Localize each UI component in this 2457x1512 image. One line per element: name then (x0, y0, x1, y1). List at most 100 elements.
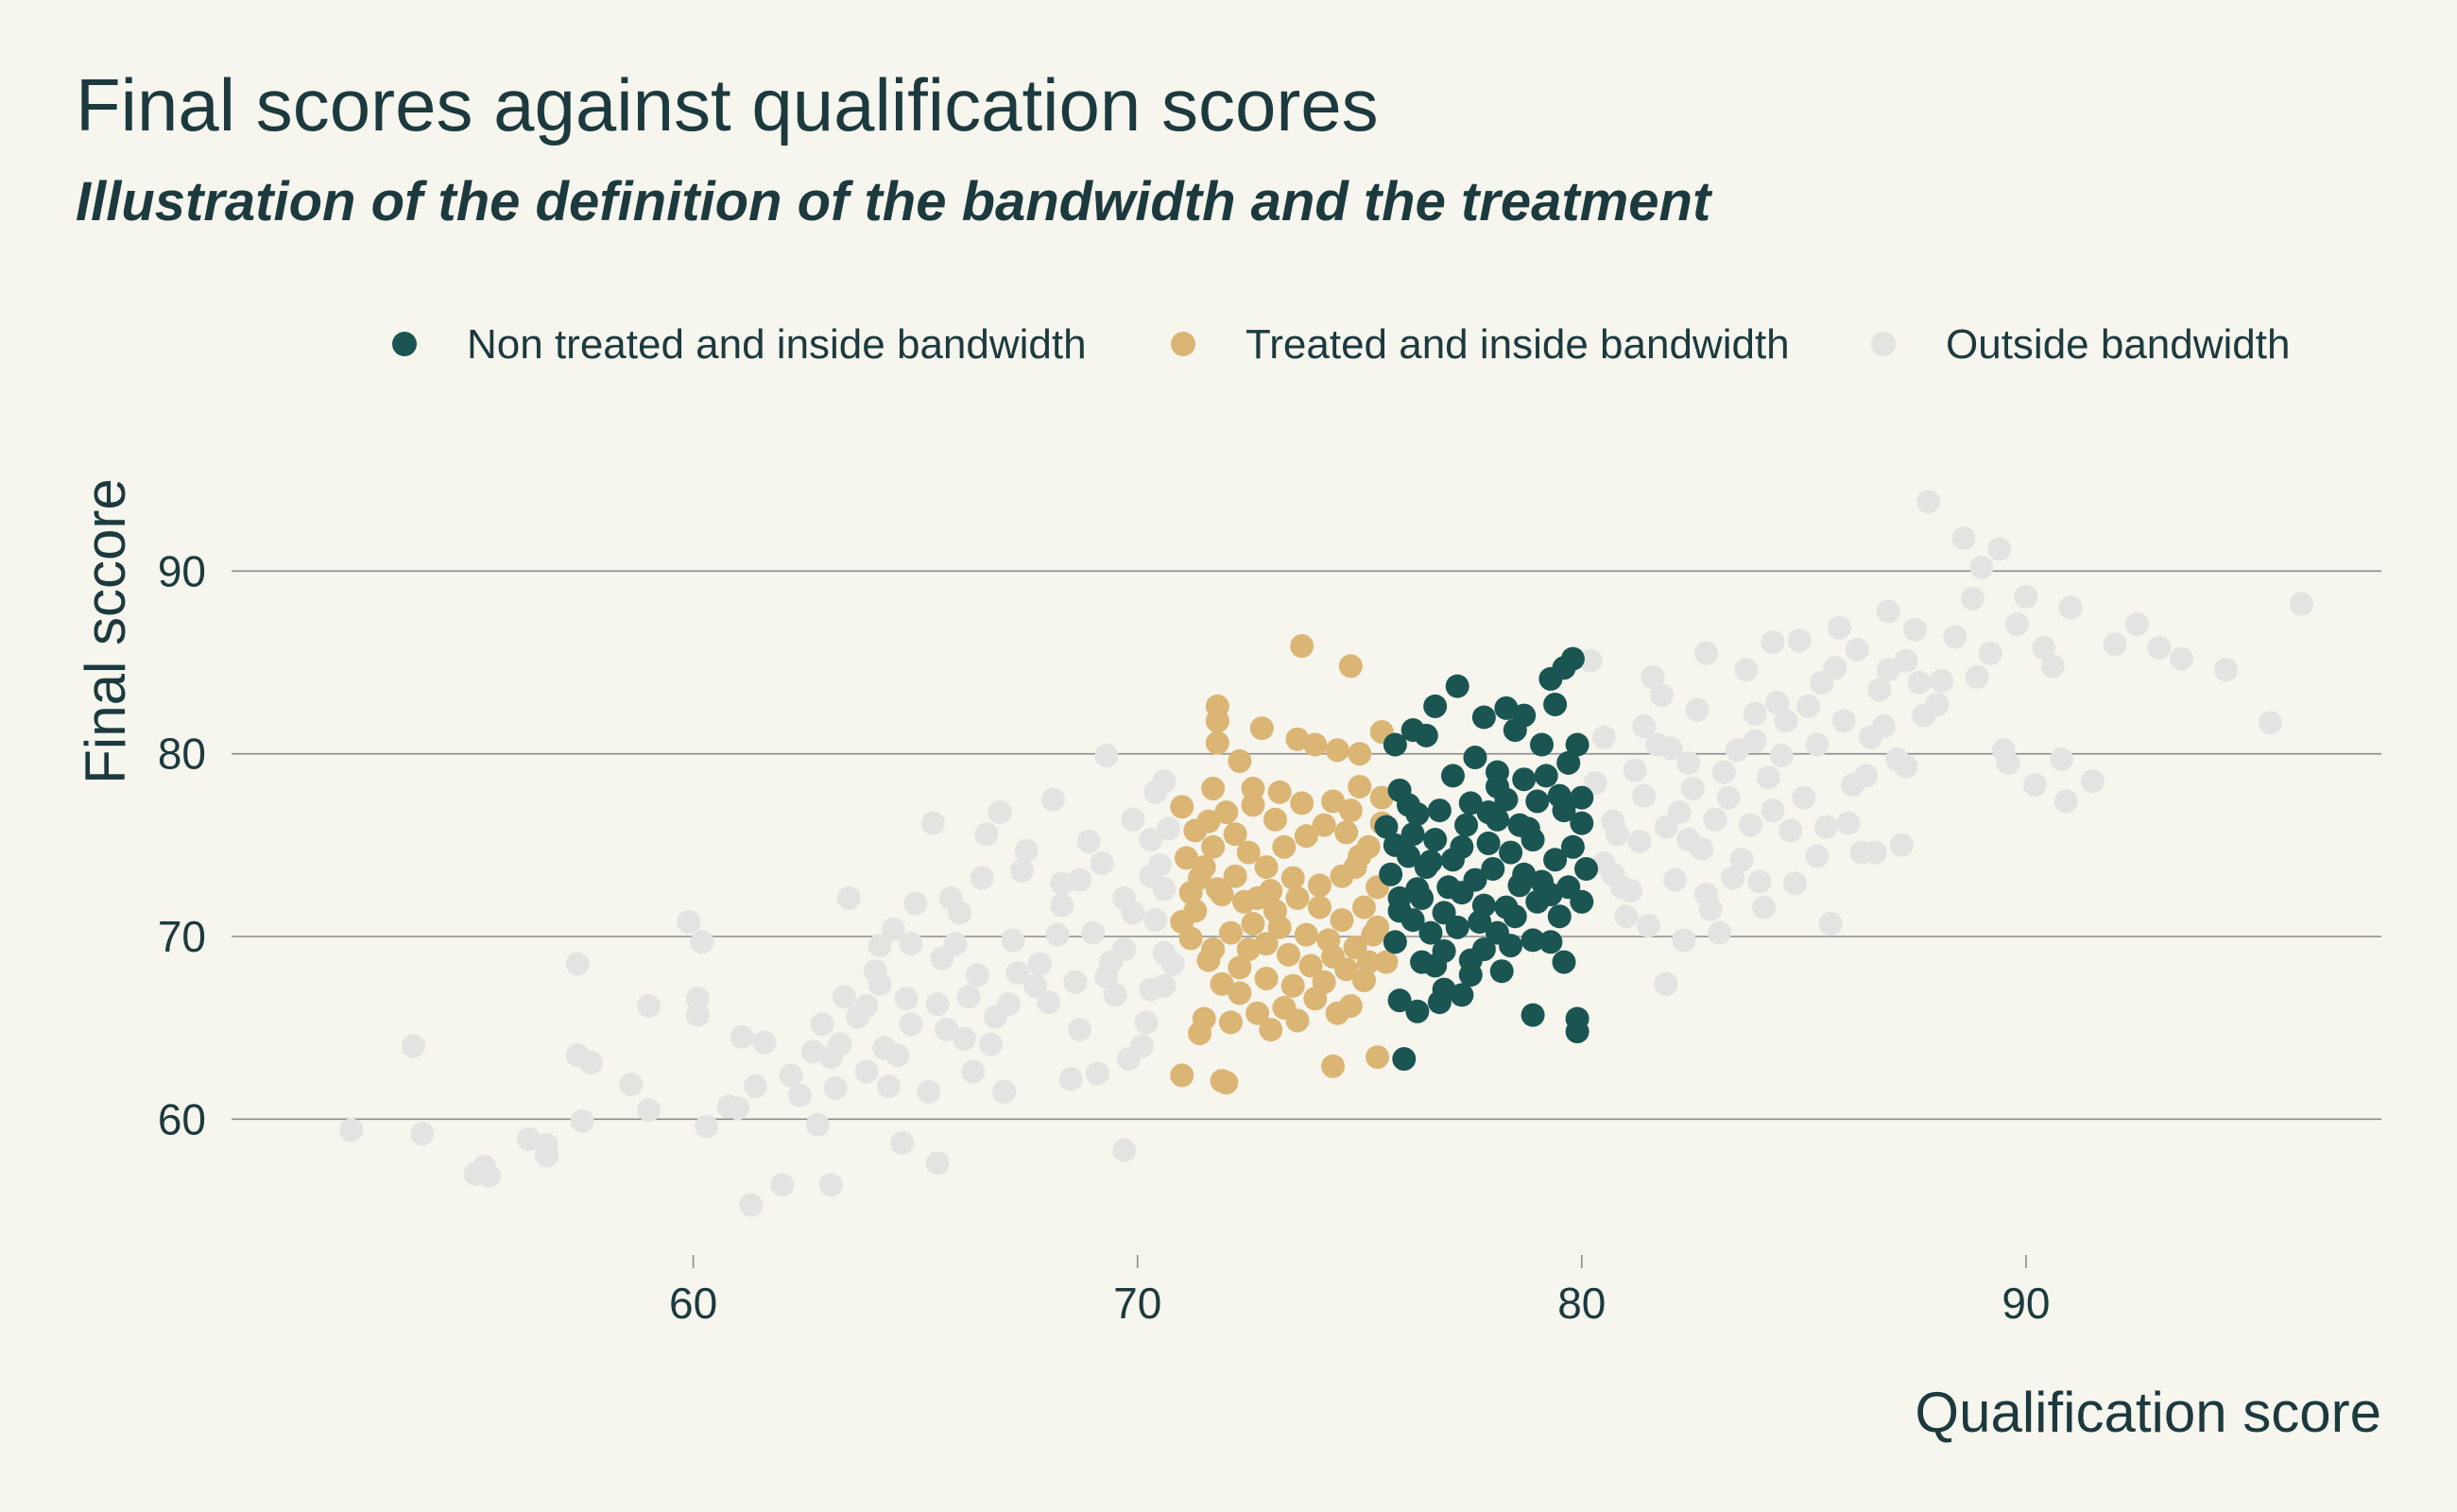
data-point (1094, 965, 1119, 989)
x-tick-label-70: 70 (1113, 1279, 1161, 1328)
data-point (1787, 628, 1812, 653)
data-point (1040, 787, 1065, 812)
data-point (1778, 818, 1803, 843)
data-point (1570, 889, 1594, 914)
data-point (1831, 709, 1856, 733)
data-point (1303, 732, 1328, 757)
data-point (1116, 1047, 1141, 1072)
data-point (1400, 822, 1425, 847)
data-point (832, 985, 856, 1009)
data-point (1552, 950, 1576, 974)
data-point (1605, 822, 1629, 847)
data-point (1334, 957, 1359, 982)
data-point (752, 1030, 777, 1055)
data-point (1693, 641, 1718, 665)
data-point (1050, 871, 1074, 896)
data-point (965, 963, 989, 988)
data-point (1366, 1045, 1390, 1070)
data-point (1157, 816, 1181, 841)
data-point (1440, 764, 1465, 788)
data-point (1654, 971, 1678, 996)
data-point (1201, 937, 1226, 962)
series-0 (1374, 646, 1599, 1072)
data-point (2014, 584, 2038, 609)
legend: Non treated and inside bandwidth Treated … (392, 321, 2290, 368)
data-point (1734, 658, 1759, 682)
data-point (1178, 881, 1203, 905)
data-point (1836, 811, 1861, 835)
data-point (1223, 864, 1247, 888)
data-point (2040, 654, 2065, 679)
data-point (1813, 815, 1838, 839)
data-point (1143, 908, 1168, 933)
data-point (1458, 791, 1483, 816)
data-point (1969, 555, 1994, 579)
axis-ticks: 60 70 80 90 60 70 80 90 (158, 546, 2051, 1328)
data-point (1423, 694, 1448, 718)
data-point (1068, 868, 1092, 892)
data-point (1228, 981, 1252, 1005)
data-point (1943, 625, 1967, 649)
data-point (1214, 1071, 1239, 1095)
data-point (1405, 999, 1430, 1023)
data-point (1761, 799, 1785, 823)
data-point (1423, 828, 1448, 852)
data-point (1214, 800, 1239, 825)
legend-marker-2 (1871, 332, 1896, 356)
data-point (1312, 970, 1336, 994)
x-tick-label-80: 80 (1557, 1279, 1606, 1328)
data-point (2050, 747, 2074, 771)
data-point (1338, 799, 1363, 823)
data-point (1458, 963, 1483, 988)
data-point (1902, 617, 1927, 642)
data-point (578, 1050, 603, 1074)
data-point (1792, 785, 1816, 810)
data-point (1454, 813, 1479, 837)
data-point (854, 993, 879, 1018)
data-point (1001, 928, 1025, 953)
data-point (1050, 893, 1074, 918)
data-point (1356, 950, 1381, 974)
data-point (935, 1018, 959, 1042)
data-point (1708, 920, 1732, 945)
data-point (1387, 885, 1412, 910)
data-point (1090, 851, 1114, 876)
data-points (339, 490, 2313, 1217)
data-point (1285, 727, 1310, 751)
data-point (1676, 750, 1701, 775)
data-point (1330, 908, 1354, 933)
data-point (1521, 1003, 1545, 1027)
data-point (1201, 834, 1226, 859)
data-point (1747, 869, 1772, 894)
data-point (1196, 809, 1221, 833)
data-point (1374, 815, 1399, 839)
data-point (565, 952, 590, 976)
data-point (770, 1173, 795, 1197)
data-point (899, 932, 923, 956)
data-point (1063, 970, 1088, 994)
data-point (476, 1163, 501, 1188)
data-point (1037, 990, 1061, 1015)
data-point (730, 1024, 754, 1049)
data-point (1383, 930, 1407, 954)
data-point (1334, 820, 1359, 845)
data-point (1632, 714, 1657, 739)
data-point (1210, 971, 1234, 996)
data-point (1396, 793, 1420, 817)
chart-subtitle: Illustration of the definition of the ba… (76, 171, 1711, 232)
data-point (1512, 703, 1537, 728)
data-point (2147, 636, 2172, 661)
data-point (1241, 776, 1265, 800)
data-point (1761, 630, 1785, 655)
data-point (1338, 654, 1363, 679)
data-point (1782, 871, 1807, 896)
data-point (1499, 840, 1523, 865)
data-point (1649, 683, 1674, 708)
data-point (903, 891, 928, 916)
data-point (1894, 754, 1918, 779)
data-point (2289, 592, 2313, 616)
data-point (1321, 789, 1346, 814)
data-point (1991, 738, 2016, 763)
data-point (1205, 694, 1229, 718)
data-point (1654, 815, 1678, 839)
